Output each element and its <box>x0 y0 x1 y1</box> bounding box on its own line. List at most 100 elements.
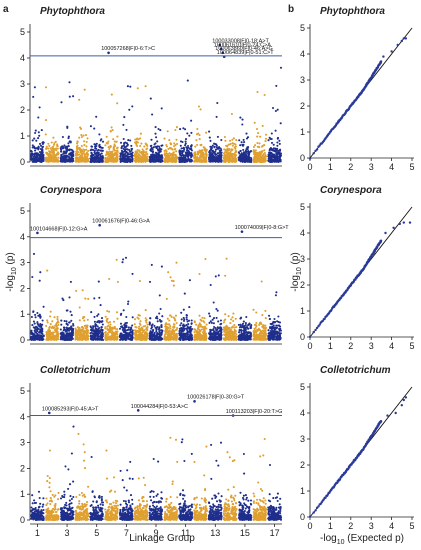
snp-point <box>172 156 175 159</box>
snp-point <box>97 148 100 151</box>
snp-point <box>165 145 169 148</box>
snp-point <box>181 324 184 327</box>
snp-point <box>139 151 142 154</box>
snp-point <box>37 338 40 341</box>
snp-point <box>93 149 96 152</box>
snp-point <box>241 144 245 147</box>
snp-point <box>131 324 134 327</box>
snp-point <box>75 329 78 332</box>
snp-point <box>151 113 154 116</box>
snp-point <box>115 149 118 152</box>
snp-point <box>107 336 110 339</box>
snp-point <box>78 156 82 159</box>
snp-point <box>141 334 144 338</box>
snp-point <box>85 325 88 328</box>
snp-point <box>68 81 71 84</box>
snp-point <box>189 336 192 339</box>
snp-point <box>70 328 73 331</box>
snp-point <box>36 311 39 315</box>
snp-point <box>95 158 98 161</box>
snp-point <box>93 329 96 332</box>
snp-point <box>134 326 137 329</box>
snp-point <box>127 139 130 142</box>
snp-point <box>272 158 275 161</box>
snp-point <box>197 105 201 108</box>
snp-point <box>131 160 134 163</box>
snp-point <box>133 318 137 321</box>
snp-point <box>125 142 128 145</box>
snp-point <box>107 140 110 143</box>
snp-point <box>143 155 146 158</box>
snp-point <box>92 332 95 335</box>
snp-point <box>92 160 95 163</box>
snp-point <box>187 152 190 155</box>
snp-point <box>189 145 192 148</box>
snp-point <box>74 335 77 338</box>
snp-point <box>217 320 220 323</box>
snp-point <box>83 88 86 91</box>
snp-point <box>68 296 71 299</box>
snp-point <box>101 329 104 332</box>
snp-point <box>230 159 233 162</box>
snp-point <box>225 144 228 147</box>
snp-point <box>101 159 104 162</box>
snp-point <box>116 336 119 340</box>
snp-point <box>175 150 178 153</box>
snp-point <box>122 144 125 147</box>
snp-point <box>47 147 50 150</box>
snp-point <box>109 145 112 148</box>
snp-point <box>42 141 45 144</box>
snp-point <box>183 334 186 337</box>
snp-point <box>131 334 134 337</box>
snp-point <box>194 145 197 148</box>
snp-point <box>278 139 281 142</box>
snp-point <box>150 144 153 147</box>
snp-point <box>100 332 103 335</box>
snp-point <box>226 152 229 155</box>
snp-point <box>174 333 177 336</box>
snp-point <box>166 130 169 133</box>
snp-point <box>121 261 124 264</box>
snp-point <box>174 128 177 132</box>
snp-point <box>209 155 213 158</box>
snp-point <box>121 159 124 162</box>
snp-point <box>95 115 98 118</box>
snp-point <box>60 101 63 104</box>
snp-point <box>89 328 92 332</box>
snp-point <box>190 334 193 337</box>
snp-point <box>55 338 58 341</box>
snp-point <box>35 160 38 163</box>
snp-point <box>196 127 199 131</box>
snp-point <box>130 147 133 150</box>
snp-point <box>76 326 79 329</box>
y-tick-label: 0 <box>20 335 25 345</box>
snp-point <box>90 155 93 158</box>
snp-point <box>237 158 240 161</box>
snp-point <box>144 309 147 312</box>
snp-point <box>70 155 73 159</box>
snp-point <box>223 135 226 139</box>
snp-point <box>186 79 189 82</box>
y-tick-label: 4 <box>20 232 25 242</box>
snp-point <box>123 150 126 153</box>
snp-point <box>47 156 50 159</box>
snp-point <box>74 338 77 341</box>
snp-point <box>199 324 202 328</box>
snp-point <box>98 144 101 147</box>
snp-point <box>31 139 34 142</box>
snp-point <box>99 155 102 158</box>
snp-point <box>184 138 188 141</box>
snp-points <box>29 252 282 342</box>
snp-point <box>181 149 184 153</box>
snp-point <box>180 318 183 321</box>
snp-point <box>80 135 83 139</box>
snp-point <box>56 318 59 321</box>
snp-point <box>106 159 109 162</box>
snp-point <box>120 334 123 337</box>
snp-point <box>83 149 86 152</box>
snp-point <box>78 334 81 337</box>
snp-point <box>274 160 278 163</box>
snp-point <box>76 140 79 143</box>
snp-point <box>180 336 183 339</box>
snp-point <box>254 149 257 152</box>
